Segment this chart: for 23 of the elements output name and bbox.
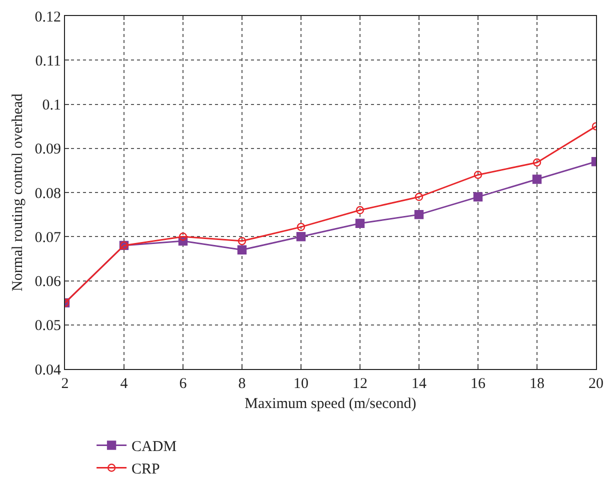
x-tick-label: 16 [470, 376, 486, 392]
legend-label: CRP [132, 462, 160, 478]
x-tick-label: 4 [120, 376, 128, 392]
y-tick-label: 0.04 [34, 362, 62, 378]
y-axis-title: Normal routing control overhead [10, 93, 26, 292]
x-tick-label: 18 [530, 376, 544, 392]
x-tick-label: 20 [588, 376, 604, 392]
y-tick-label: 0.08 [34, 186, 61, 202]
x-tick-label: 14 [412, 376, 427, 392]
y-tick-label: 0.1 [42, 98, 61, 114]
x-tick-label: 8 [238, 376, 246, 392]
legend-label: CADM [132, 439, 177, 456]
x-tick-label: 10 [294, 376, 308, 392]
x-tick-label: 12 [352, 376, 368, 392]
x-tick-label: 6 [179, 376, 188, 392]
x-axis-title: Maximum speed (m/second) [244, 396, 416, 412]
y-tick-label: 0.09 [34, 142, 61, 158]
x-tick-label: 2 [61, 376, 69, 392]
y-tick-label: 0.05 [34, 318, 61, 334]
y-tick-label: 0.12 [34, 9, 61, 26]
y-tick-label: 0.11 [35, 53, 61, 70]
y-tick-label: 0.07 [34, 230, 62, 246]
y-tick-label: 0.06 [34, 274, 62, 290]
